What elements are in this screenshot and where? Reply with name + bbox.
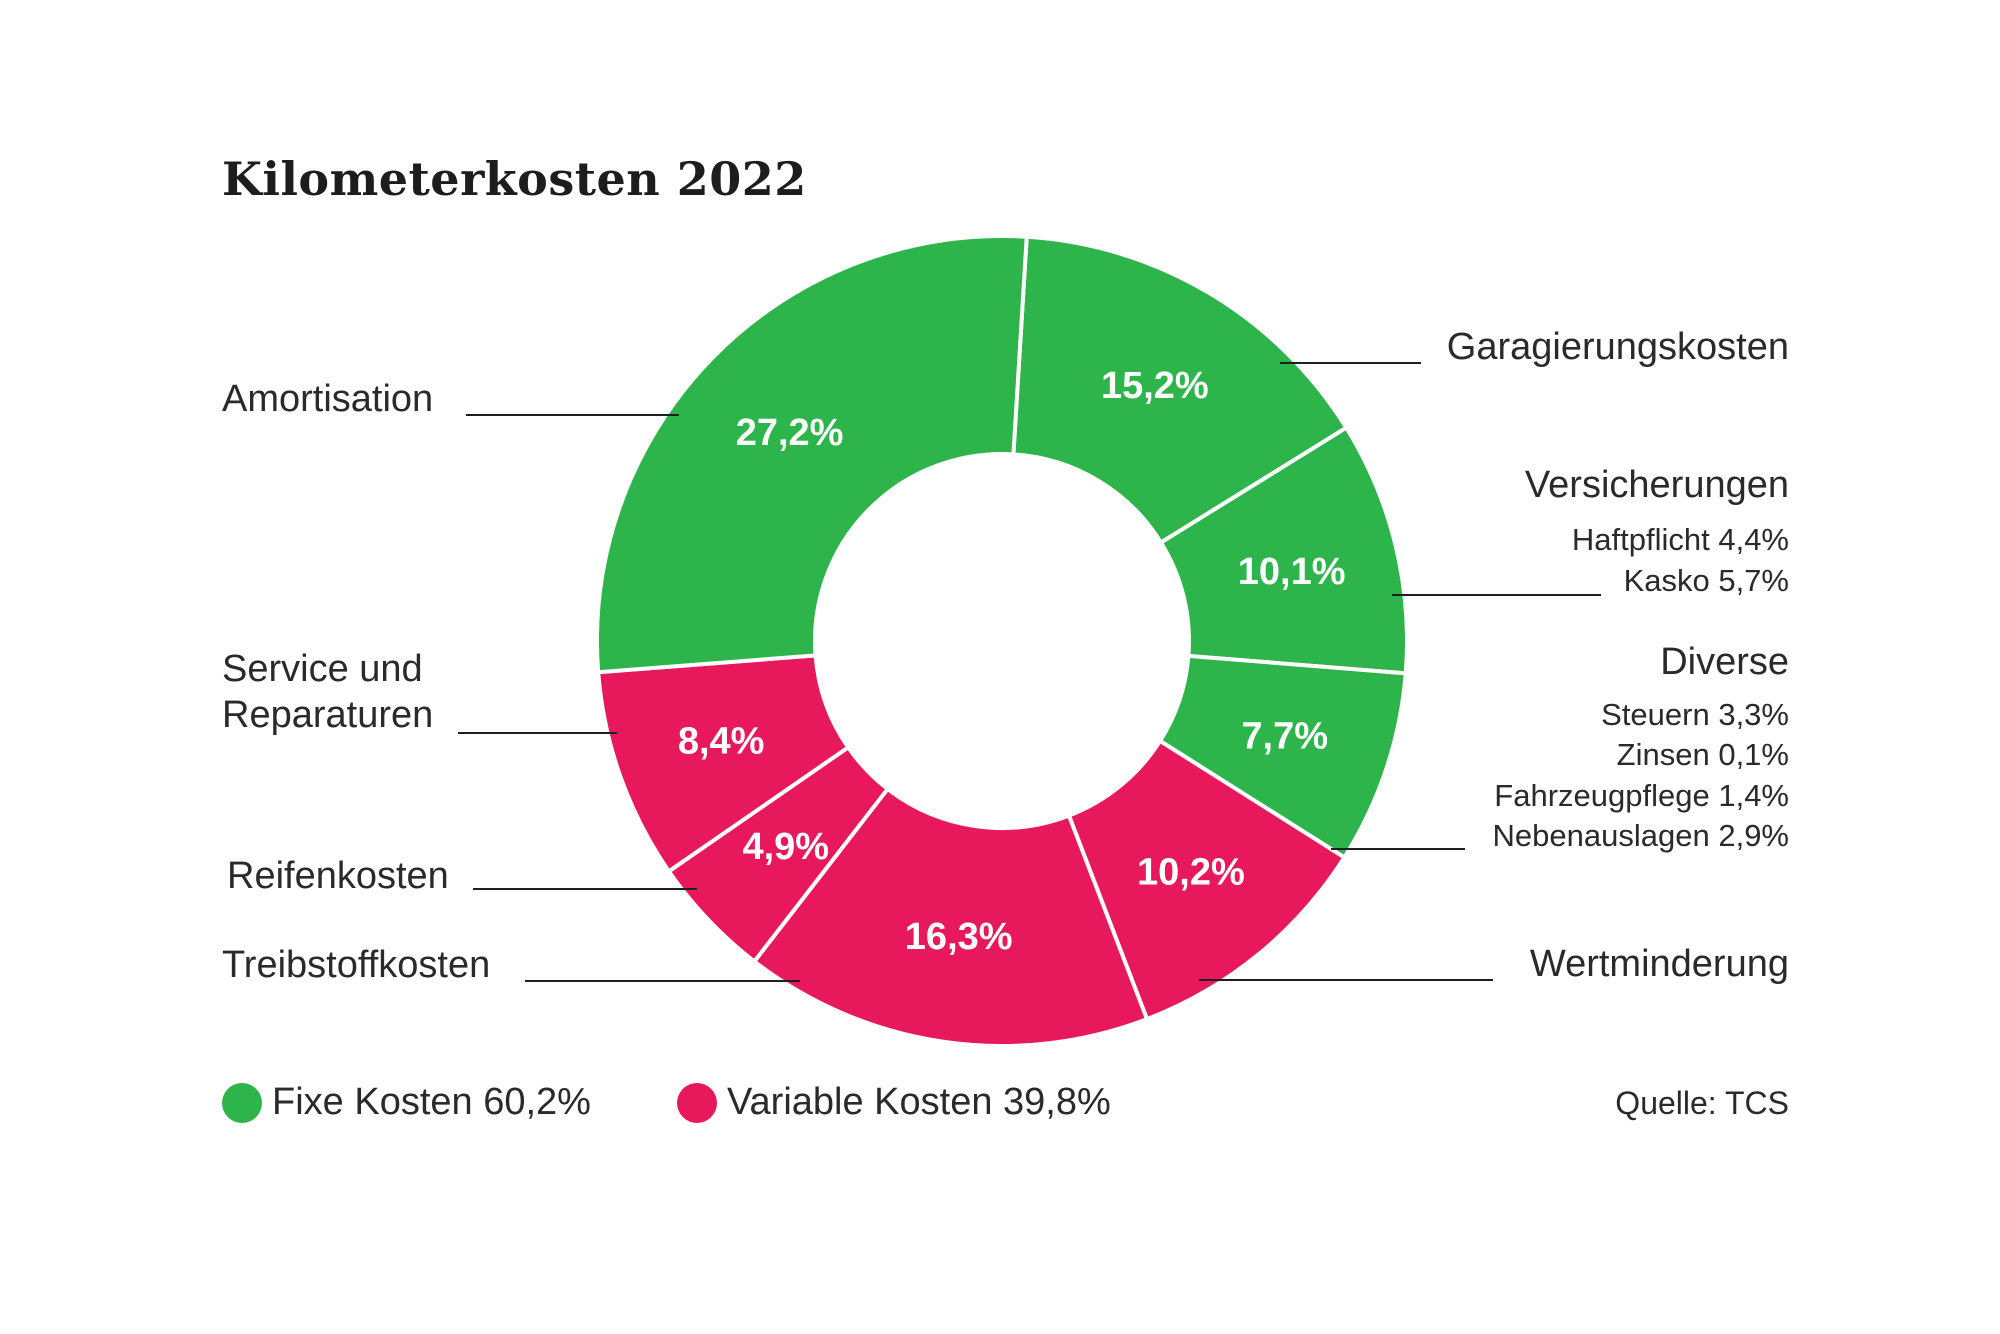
slice-garagierungskosten xyxy=(1011,234,1350,546)
legend-fix-label: Fixe Kosten 60,2% xyxy=(272,1081,591,1123)
value-label-service-und-reparaturen: 8,4% xyxy=(678,721,765,763)
detail-fahrzeugpflege: Fahrzeugpflege 1,4% xyxy=(1494,778,1789,813)
detail-kasko: Kasko 5,7% xyxy=(1623,563,1789,598)
value-label-diverse: 7,7% xyxy=(1241,715,1328,757)
label-versicherungen: Versicherungen xyxy=(1524,464,1789,506)
label-service-line1: Service und xyxy=(222,648,423,690)
slice-wertminderung xyxy=(1066,738,1348,1022)
label-diverse: Diverse xyxy=(1660,641,1789,683)
value-label-amortisation: 27,2% xyxy=(736,412,844,454)
legend-variable: Variable Kosten 39,8% xyxy=(677,1081,1111,1124)
legend-fix-dot xyxy=(222,1082,262,1123)
value-label-reifenkosten: 4,9% xyxy=(742,826,829,868)
value-label-treibstoffkosten: 16,3% xyxy=(905,916,1013,958)
label-garagierungskosten: Garagierungskosten xyxy=(1446,326,1789,368)
detail-haftpflicht: Haftpflicht 4,4% xyxy=(1571,522,1789,557)
value-label-versicherungen: 10,1% xyxy=(1238,551,1346,593)
value-label-wertminderung: 10,2% xyxy=(1137,851,1245,893)
label-amortisation: Amortisation xyxy=(222,378,434,420)
label-reifenkosten: Reifenkosten xyxy=(227,855,449,897)
source-note: Quelle: TCS xyxy=(1615,1085,1789,1121)
label-wertminderung: Wertminderung xyxy=(1529,943,1789,985)
value-label-garagierungskosten: 15,2% xyxy=(1101,365,1209,407)
label-treibstoffkosten: Treibstoffkosten xyxy=(222,944,491,986)
detail-zinsen: Zinsen 0,1% xyxy=(1616,737,1789,772)
slice-amortisation xyxy=(595,234,1029,675)
detail-nebenauslagen: Nebenauslagen 2,9% xyxy=(1492,818,1789,853)
legend-variable-dot xyxy=(677,1082,717,1123)
detail-steuern: Steuern 3,3% xyxy=(1601,697,1789,732)
chart-title: Kilometerkosten 2022 xyxy=(222,152,807,206)
label-service-line2: Reparaturen xyxy=(222,694,434,736)
slice-versicherungen xyxy=(1158,424,1410,676)
legend-variable-label: Variable Kosten 39,8% xyxy=(727,1081,1111,1123)
legend-fix: Fixe Kosten 60,2% xyxy=(222,1081,591,1124)
